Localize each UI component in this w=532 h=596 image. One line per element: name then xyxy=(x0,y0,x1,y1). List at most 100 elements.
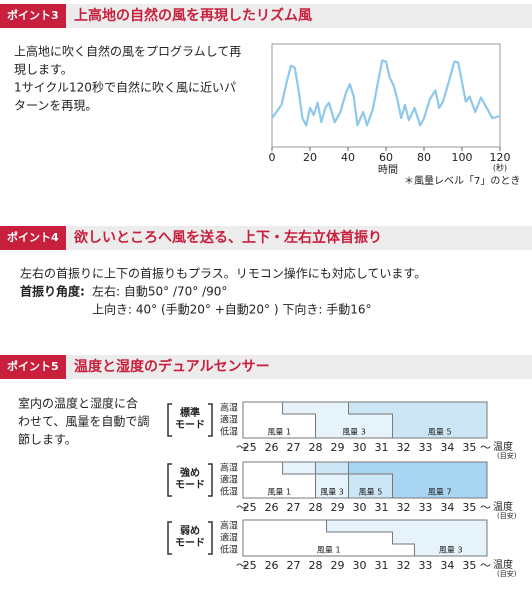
header-badge-text: ポイント4 xyxy=(7,230,59,244)
mode-label: 標準 xyxy=(180,406,200,419)
mode-label: モード xyxy=(175,419,205,431)
row-label: 適湿 xyxy=(220,532,238,544)
row-label: 低湿 xyxy=(220,544,238,556)
x-axis-label: 時間 xyxy=(378,164,398,176)
x-tick-label: 0 xyxy=(269,151,276,164)
paragraph-line: 上高地に吹く自然の風をプログラムして再 xyxy=(14,44,241,59)
zone-boundary xyxy=(326,520,415,556)
mode-bracket xyxy=(167,463,213,497)
x-tick-label: 35 xyxy=(462,501,476,514)
x-tick-label: 34 xyxy=(440,559,454,572)
row-label: 高湿 xyxy=(220,520,238,532)
header-bar xyxy=(0,4,532,28)
header-badge xyxy=(0,355,66,379)
paragraph-line: わせて、風量を自動で調 xyxy=(18,415,149,429)
zone-cell xyxy=(326,520,487,532)
x-tick-label: 28 xyxy=(309,501,323,514)
range-start: 〜 xyxy=(236,559,247,572)
x-tick-label: 35 xyxy=(462,441,476,454)
header-badge-text: ポイント5 xyxy=(7,359,59,373)
plot-frame xyxy=(271,43,501,148)
zone-label: 風量 1 xyxy=(317,546,341,555)
x-unit: (秒) xyxy=(493,163,507,173)
x-tick-label: 32 xyxy=(396,441,410,454)
paragraph-line: 室内の温度と湿度に合 xyxy=(18,396,138,411)
x-tick-label: 28 xyxy=(309,559,323,572)
paragraph-line: 1サイクル120秒で自然に吹く風に近いパ xyxy=(14,80,236,95)
mode-label: モード xyxy=(175,479,205,491)
x-tick-label: 32 xyxy=(396,501,410,514)
x-tick-label: 120 xyxy=(490,151,511,164)
x-tick-label: 30 xyxy=(353,501,367,514)
x-tick-label: 33 xyxy=(418,501,432,514)
axis-label: 温度 xyxy=(493,558,513,571)
x-tick-label: 33 xyxy=(418,441,432,454)
axis-note: (目安) xyxy=(497,569,517,578)
angle-line: 上向き: 40° (手動20° +自動20° ) 下向き: 手動16° xyxy=(92,302,371,317)
axis-note: (目安) xyxy=(497,511,517,520)
x-tick-label: 32 xyxy=(396,559,410,572)
x-tick-label: 20 xyxy=(303,151,317,164)
range-end: 〜 xyxy=(480,441,491,454)
row-label: 高湿 xyxy=(220,402,238,414)
x-tick-label: 33 xyxy=(418,559,432,572)
x-tick-label: 80 xyxy=(417,151,431,164)
x-tick-label: 25 xyxy=(243,559,257,572)
x-tick-label: 31 xyxy=(374,559,388,572)
zone-boundary xyxy=(348,462,393,498)
x-tick-label: 29 xyxy=(331,559,345,572)
paragraph-line: ターンを再現。 xyxy=(14,99,97,113)
zone-label: 風量 5 xyxy=(359,488,383,497)
x-tick-label: 40 xyxy=(341,151,355,164)
mode-label: 弱め xyxy=(180,525,200,537)
row-label: 高湿 xyxy=(220,462,238,474)
zone-cell xyxy=(348,462,487,474)
x-tick-label: 30 xyxy=(353,441,367,454)
x-tick-label: 34 xyxy=(440,441,454,454)
zone-cell xyxy=(392,426,487,438)
zone-label: 風量 1 xyxy=(267,428,291,437)
paragraph-line: 左右の首振りに上下の首振りもプラス。リモコン操作にも対応しています。 xyxy=(20,266,426,281)
zone-label: 風量 1 xyxy=(267,488,291,497)
angle-line: 左右: 自動50° /70° /90° xyxy=(92,284,227,299)
zone-label: 風量 3 xyxy=(320,488,344,497)
header-badge xyxy=(0,4,66,28)
x-tick-label: 27 xyxy=(287,441,301,454)
x-tick-label: 35 xyxy=(462,559,476,572)
x-tick-label: 27 xyxy=(287,559,301,572)
x-tick-label: 29 xyxy=(331,501,345,514)
header-title: 温度と湿度のデュアルセンサー xyxy=(74,358,270,375)
zone-cell xyxy=(392,474,487,486)
zone-label: 風量 7 xyxy=(428,488,452,497)
header-bar xyxy=(0,226,532,250)
zone-cell xyxy=(392,414,487,426)
header-title: 上高地の自然の風を再現したリズム風 xyxy=(74,7,312,24)
x-tick-label: 26 xyxy=(265,441,279,454)
x-tick-label: 25 xyxy=(243,501,257,514)
axis-label: 温度 xyxy=(493,500,513,513)
zone-label: 風量 5 xyxy=(428,428,452,437)
zone-label: 風量 3 xyxy=(439,546,463,555)
zone-cell xyxy=(348,402,487,414)
zone-boundary xyxy=(282,402,317,438)
x-tick-label: 30 xyxy=(353,559,367,572)
x-tick-label: 29 xyxy=(331,441,345,454)
range-end: 〜 xyxy=(480,559,491,572)
axis-label: 温度 xyxy=(493,440,513,453)
zone-boundary xyxy=(348,402,393,438)
wind-line xyxy=(271,59,501,127)
row-label: 適湿 xyxy=(220,474,238,486)
x-tick-label: 100 xyxy=(452,151,473,164)
x-tick-label: 26 xyxy=(265,501,279,514)
header-badge xyxy=(0,226,66,250)
mode-bracket xyxy=(167,403,213,437)
x-tick-label: 31 xyxy=(374,501,388,514)
chart-note: ＊風量レベル「7」のとき xyxy=(404,175,520,187)
x-tick-label: 27 xyxy=(287,501,301,514)
zone-label: 風量 3 xyxy=(342,428,366,437)
axis-note: (目安) xyxy=(497,451,517,460)
header-title: 欲しいところへ風を送る、上下・左右立体首振り xyxy=(73,229,382,246)
x-tick-label: 60 xyxy=(379,151,393,164)
mode-label: 強め xyxy=(180,466,200,479)
